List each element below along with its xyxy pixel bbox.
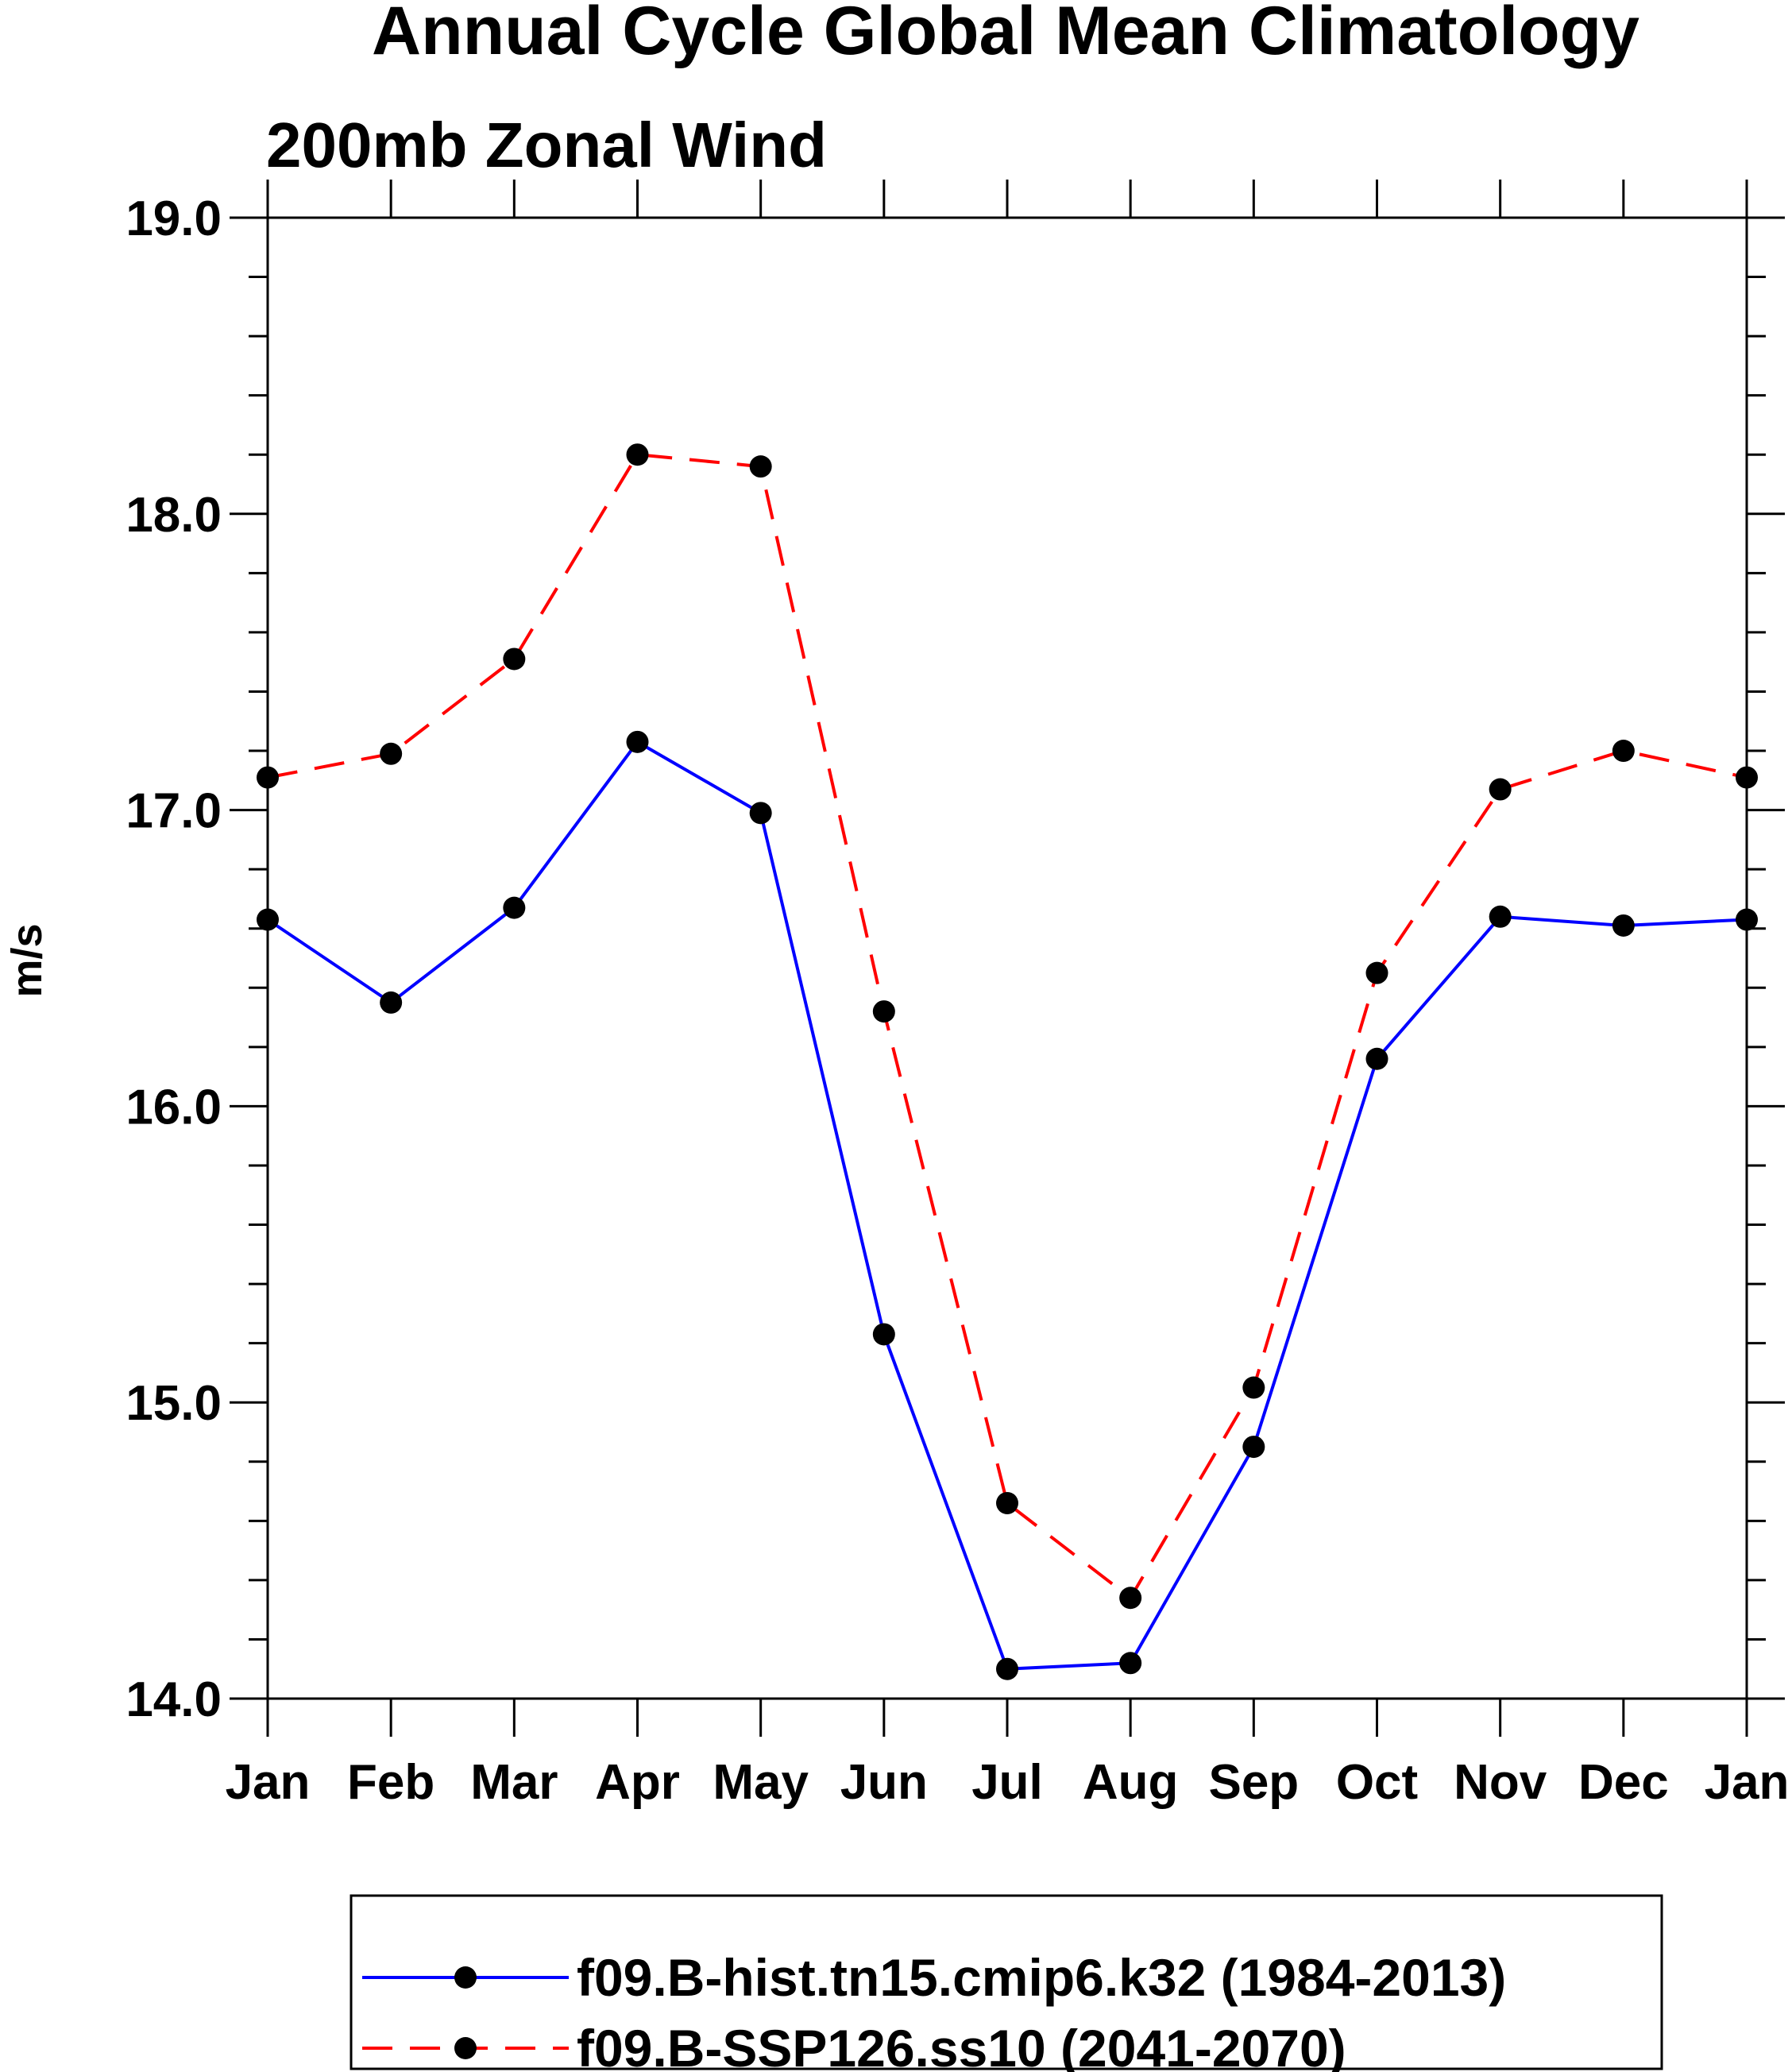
y-tick-label: 14.0 [126, 1672, 222, 1727]
series-lines [266, 453, 1748, 1671]
data-point [996, 1491, 1018, 1514]
chart-subtitle: 200mb Zonal Wind [266, 110, 827, 180]
axes: 14.0 15.0 16.0 17.0 18.0 19.0 Jan Feb Mar Apr May J… [126, 180, 1789, 1810]
x-tick-label: Nov [1454, 1755, 1547, 1810]
data-point [1119, 1652, 1142, 1675]
data-point [1612, 914, 1635, 937]
data-point [503, 648, 526, 671]
legend-label-2: f09.B-SSP126.ss10 (2041-2070) [577, 2019, 1346, 2072]
data-point [1736, 766, 1758, 789]
data-point [749, 455, 772, 478]
data-point [503, 896, 526, 919]
data-point [996, 1657, 1018, 1680]
x-tick-label: Apr [595, 1755, 680, 1810]
data-point [1612, 740, 1635, 763]
y-tick-label: 18.0 [126, 488, 222, 543]
x-tick-label: Dec [1578, 1755, 1669, 1810]
data-point [1242, 1376, 1265, 1399]
legend-box [350, 1894, 1663, 2070]
x-tick-label: Jul [971, 1755, 1043, 1810]
x-tick-label: Aug [1083, 1755, 1179, 1810]
data-point [626, 443, 649, 466]
series-line-1 [266, 740, 1748, 1671]
y-tick-label: 19.0 [126, 191, 222, 246]
y-tick-label: 16.0 [126, 1080, 222, 1135]
series-points [257, 443, 1758, 1680]
legend-label-1: f09.B-hist.tn15.cmip6.k32 (1984-2013) [577, 1948, 1506, 2007]
data-point [1489, 778, 1512, 801]
data-point [626, 730, 649, 753]
y-axis-label: m/s [3, 923, 51, 997]
data-point [257, 908, 279, 931]
data-point [1119, 1587, 1142, 1610]
x-tick-label: Jan [1705, 1755, 1790, 1810]
data-point [257, 766, 279, 789]
x-tick-label: Jan [226, 1755, 311, 1810]
x-tick-label: Feb [347, 1755, 434, 1810]
x-tick-label: Oct [1336, 1755, 1418, 1810]
data-point [1736, 908, 1758, 931]
data-point [872, 1000, 895, 1023]
legend: f09.B-hist.tn15.cmip6.k32 (1984-2013) f09… [362, 1948, 1506, 2072]
x-tick-label: May [713, 1755, 809, 1810]
x-tick-label: Sep [1208, 1755, 1299, 1810]
data-point [380, 991, 403, 1014]
x-tick-label: Jun [840, 1755, 928, 1810]
series-line-2 [267, 453, 1748, 1600]
data-point [1365, 1047, 1388, 1070]
x-tick-label: Mar [470, 1755, 558, 1810]
y-tick-label: 15.0 [126, 1376, 222, 1431]
data-point [380, 742, 403, 765]
data-point [1242, 1436, 1265, 1459]
plot-frame [266, 216, 1748, 1700]
legend-marker-1 [454, 1966, 477, 1989]
data-point [872, 1323, 895, 1346]
y-tick-label: 17.0 [126, 784, 222, 839]
data-point [1489, 905, 1512, 928]
data-point [1365, 961, 1388, 984]
data-point [749, 802, 772, 825]
legend-marker-2 [454, 2037, 477, 2059]
chart-title: Annual Cycle Global Mean Climatology [372, 0, 1639, 69]
